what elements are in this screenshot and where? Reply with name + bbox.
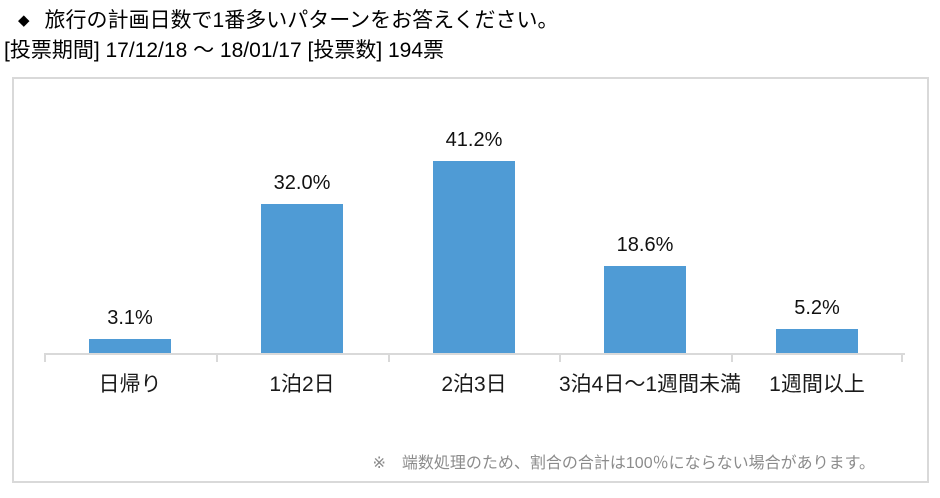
bar-value-label-4: 5.2%: [794, 297, 840, 319]
x-axis-ticks: [44, 353, 903, 362]
bar-1: [261, 204, 343, 353]
page-title: ◆ 旅行の計画日数で1番多いパターンをお答えください。: [4, 6, 559, 36]
chart-container: 3.1% 32.0% 41.2% 18.6% 5.2% 日帰り 1泊2日 2泊3日 3泊4日～…: [12, 77, 929, 483]
bar-0: [89, 339, 171, 353]
bar-3: [604, 266, 686, 353]
x-axis-label-4: 1週間以上: [769, 373, 865, 396]
plot-area: 3.1% 32.0% 41.2% 18.6% 5.2%: [44, 79, 903, 353]
footnote: ※ 端数処理のため、割合の合計は100％にならない場合があります。: [372, 455, 875, 472]
chart-header: ◆ 旅行の計画日数で1番多いパターンをお答えください。 [投票期間] 17/12/…: [4, 6, 559, 66]
x-axis-tick-5: [901, 353, 903, 362]
bar-4: [776, 329, 858, 353]
diamond-bullet-icon: ◆: [18, 12, 30, 29]
x-axis-tick-2: [388, 353, 390, 362]
x-axis-line: [44, 353, 905, 355]
page-title-text: 旅行の計画日数で1番多いパターンをお答えください。: [44, 9, 559, 32]
x-axis-tick-3: [559, 353, 561, 362]
x-axis-label-0: 日帰り: [98, 373, 162, 396]
bar-value-label-2: 41.2%: [445, 129, 503, 151]
bar-2: [433, 161, 515, 353]
x-axis-tick-0: [44, 353, 46, 362]
bar-value-label-3: 18.6%: [616, 234, 674, 256]
x-axis-label-1: 1泊2日: [269, 373, 335, 396]
x-axis-label-3: 3泊4日～1週間未満: [559, 373, 742, 396]
x-axis-tick-1: [216, 353, 218, 362]
x-axis-tick-4: [731, 353, 733, 362]
page-subtitle: [投票期間] 17/12/18 ～ 18/01/17 [投票数] 194票: [4, 39, 445, 62]
x-axis-label-2: 2泊3日: [441, 373, 507, 396]
bar-value-label-0: 3.1%: [107, 307, 153, 329]
x-axis-labels: 日帰り 1泊2日 2泊3日 3泊4日～1週間未満 1週間以上: [44, 368, 903, 396]
bar-value-label-1: 32.0%: [273, 172, 331, 194]
